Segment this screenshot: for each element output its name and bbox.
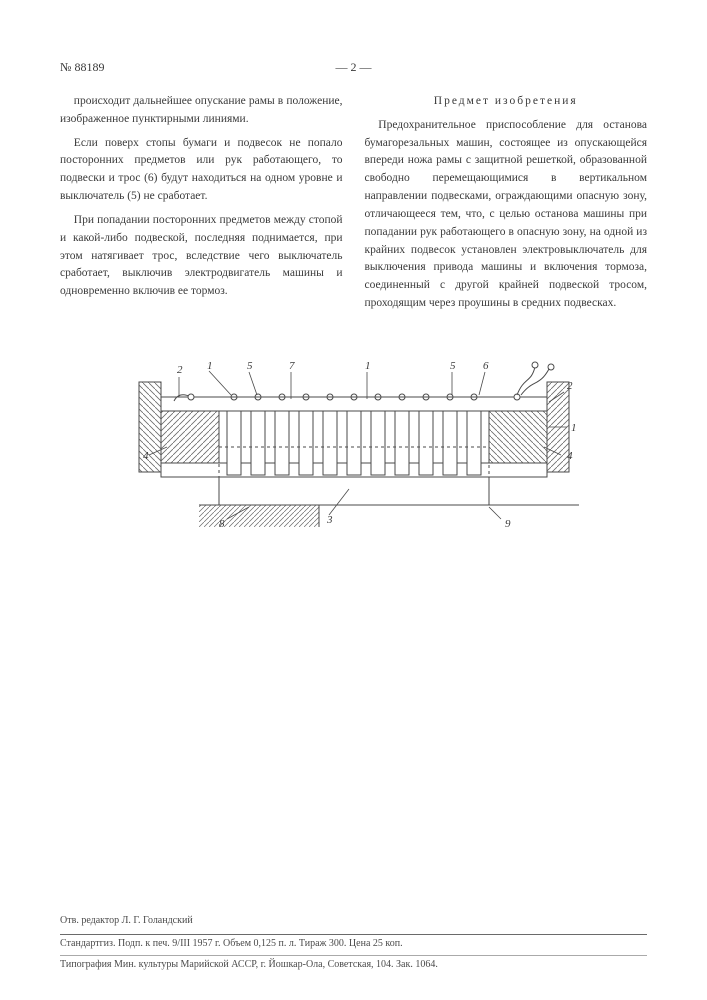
imprint-line: Типография Мин. культуры Марийской АССР,… bbox=[60, 959, 647, 970]
imprint-line: Стандартгиз. Подп. к печ. 9/III 1957 г. … bbox=[60, 938, 647, 949]
svg-text:9: 9 bbox=[505, 518, 511, 530]
svg-text:2: 2 bbox=[567, 380, 573, 392]
svg-text:2: 2 bbox=[177, 364, 183, 376]
technical-figure: 2 1 5 7 1 5 6 2 1 4 4 3 8 9 bbox=[119, 347, 589, 537]
page: № 88189 — 2 — № 88189 происходит дальней… bbox=[0, 0, 707, 1000]
svg-text:4: 4 bbox=[143, 450, 149, 462]
body-columns: происходит дальнейшее опускание рамы в п… bbox=[60, 93, 647, 319]
svg-text:4: 4 bbox=[567, 450, 573, 462]
svg-text:8: 8 bbox=[219, 518, 225, 530]
divider bbox=[60, 955, 647, 956]
svg-text:1: 1 bbox=[207, 360, 213, 372]
page-indicator: — 2 — bbox=[336, 60, 372, 75]
svg-text:5: 5 bbox=[247, 360, 253, 372]
svg-text:3: 3 bbox=[326, 514, 333, 526]
svg-text:1: 1 bbox=[571, 422, 577, 434]
claim-heading: Предмет изобретения bbox=[365, 93, 648, 111]
para: При попадании посторонних предметов межд… bbox=[60, 212, 343, 301]
svg-text:6: 6 bbox=[483, 360, 489, 372]
editor-line: Отв. редактор Л. Г. Голандский bbox=[60, 915, 647, 926]
para: происходит дальнейшее опускание рамы в п… bbox=[60, 93, 343, 129]
left-column: происходит дальнейшее опускание рамы в п… bbox=[60, 93, 343, 319]
figure-wrap: 2 1 5 7 1 5 6 2 1 4 4 3 8 9 bbox=[60, 347, 647, 537]
page-footer: Отв. редактор Л. Г. Голандский Стандартг… bbox=[60, 915, 647, 970]
doc-number: № 88189 bbox=[60, 60, 104, 75]
page-header: № 88189 — 2 — № 88189 bbox=[60, 60, 647, 75]
svg-text:7: 7 bbox=[289, 360, 295, 372]
svg-text:1: 1 bbox=[365, 360, 371, 372]
para: Предохранительное приспособление для ост… bbox=[365, 117, 648, 313]
svg-text:5: 5 bbox=[450, 360, 456, 372]
para: Если поверх стопы бумаги и подвесок не п… bbox=[60, 135, 343, 206]
divider bbox=[60, 934, 647, 935]
right-column: Предмет изобретения Предохранительное пр… bbox=[365, 93, 648, 319]
